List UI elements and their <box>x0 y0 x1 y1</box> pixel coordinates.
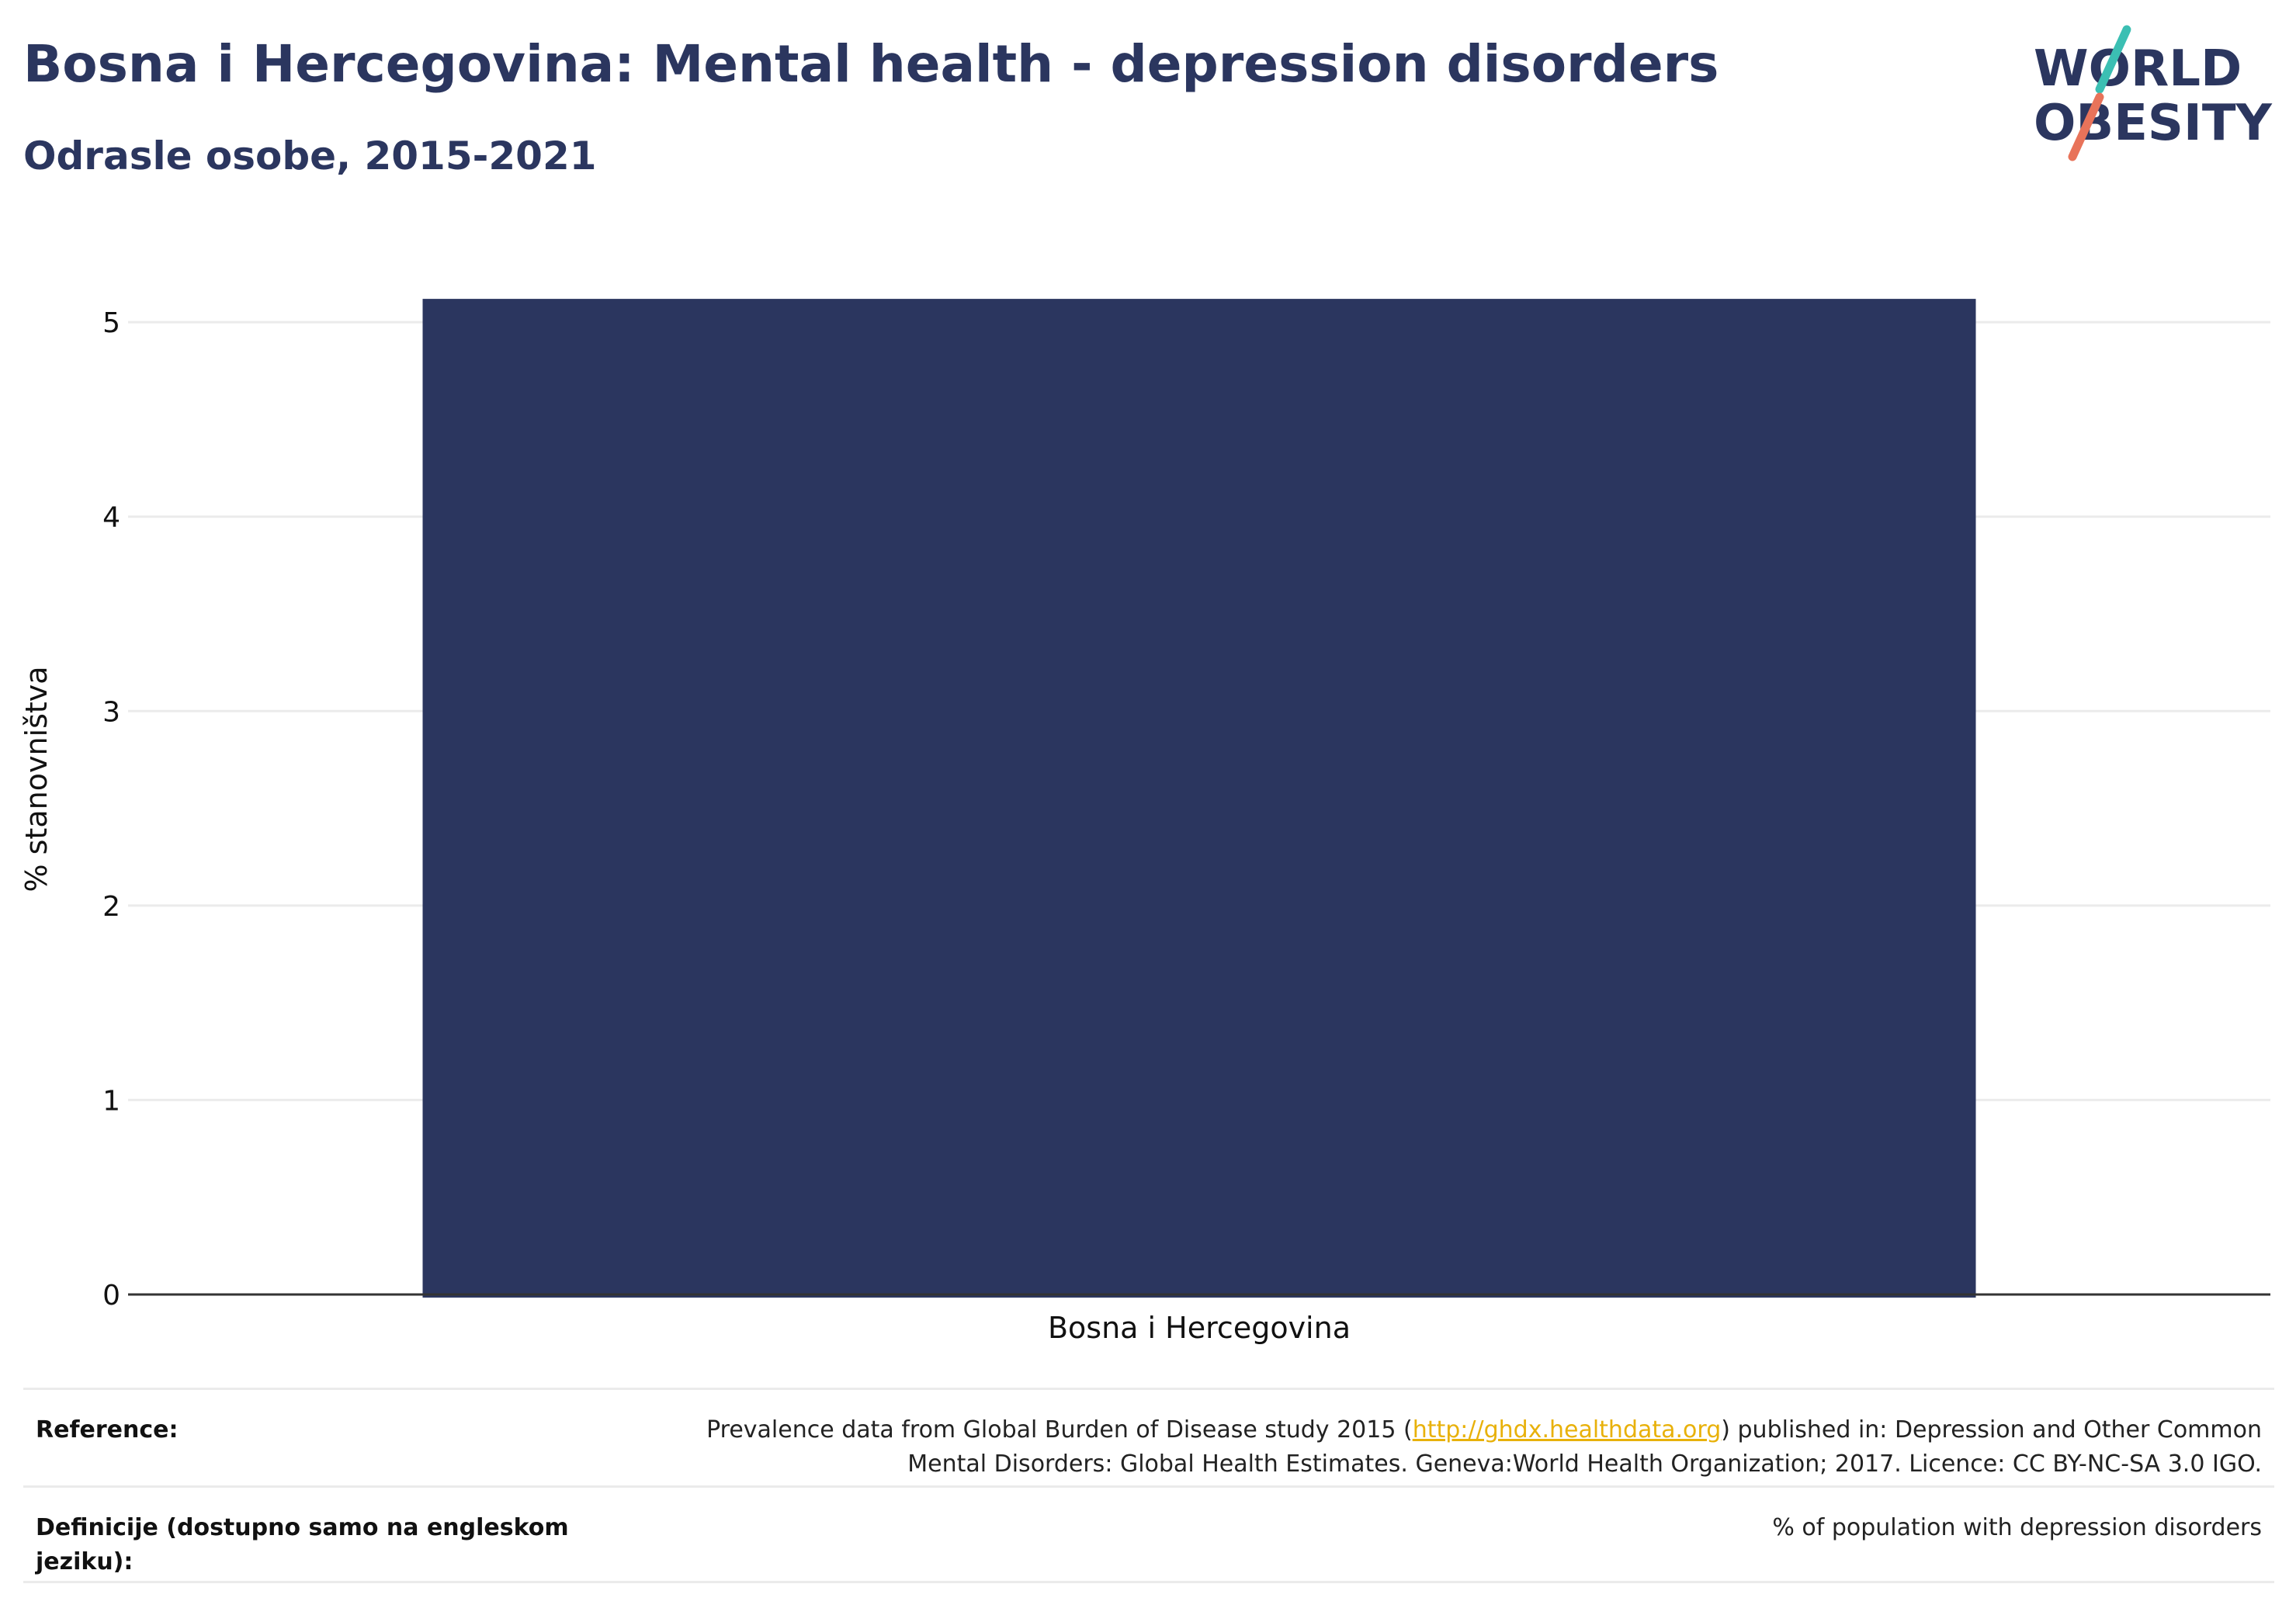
bars <box>422 299 1976 1298</box>
logo-line2: OBESITY <box>2034 95 2272 152</box>
chart-title: Bosna i Hercegovina: Mental health - dep… <box>23 34 1719 94</box>
reference-link[interactable]: http://ghdx.healthdata.org <box>1412 1416 1722 1444</box>
y-tick-label: 0 <box>102 1280 120 1312</box>
definition-label: Definicije (dostupno samo na engleskom j… <box>36 1514 569 1575</box>
bar <box>422 299 1976 1298</box>
logo-line1: WORLD <box>2034 40 2242 98</box>
reference-pre: Prevalence data from Global Burden of Di… <box>706 1416 1413 1444</box>
definition-row: Definicije (dostupno samo na engleskom j… <box>23 1485 2274 1583</box>
reference-text: Prevalence data from Global Burden of Di… <box>632 1413 2262 1485</box>
logo-slash-teal <box>2095 25 2131 94</box>
world-obesity-logo: WORLD OBESITY <box>2018 23 2282 163</box>
y-tick-label: 1 <box>102 1085 120 1117</box>
bar-chart: 0 1 2 3 4 5 Bosna i Hercegovina % stanovništv… <box>19 299 2270 1345</box>
y-tick-label: 2 <box>102 891 120 923</box>
reference-row: Reference: Prevalence data from Global B… <box>23 1388 2274 1485</box>
chart-subtitle: Odrasle osobe, 2015-2021 <box>23 133 597 178</box>
reference-post: ) published in: Depression and Other Com… <box>907 1416 2262 1478</box>
y-tick-label: 5 <box>102 307 120 339</box>
x-axis-ticks: Bosna i Hercegovina <box>1048 1311 1351 1345</box>
y-tick-label: 4 <box>102 502 120 534</box>
x-tick-label: Bosna i Hercegovina <box>1048 1311 1351 1345</box>
y-axis-ticks: 0 1 2 3 4 5 <box>102 307 120 1312</box>
y-tick-label: 3 <box>102 696 120 728</box>
logo-slash-coral <box>2068 92 2104 161</box>
definition-text: % of population with depression disorder… <box>1772 1514 2262 1541</box>
chart-footer: Reference: Prevalence data from Global B… <box>23 1388 2274 1583</box>
y-axis-label: % stanovništva <box>19 666 54 892</box>
reference-label: Reference: <box>36 1416 179 1444</box>
